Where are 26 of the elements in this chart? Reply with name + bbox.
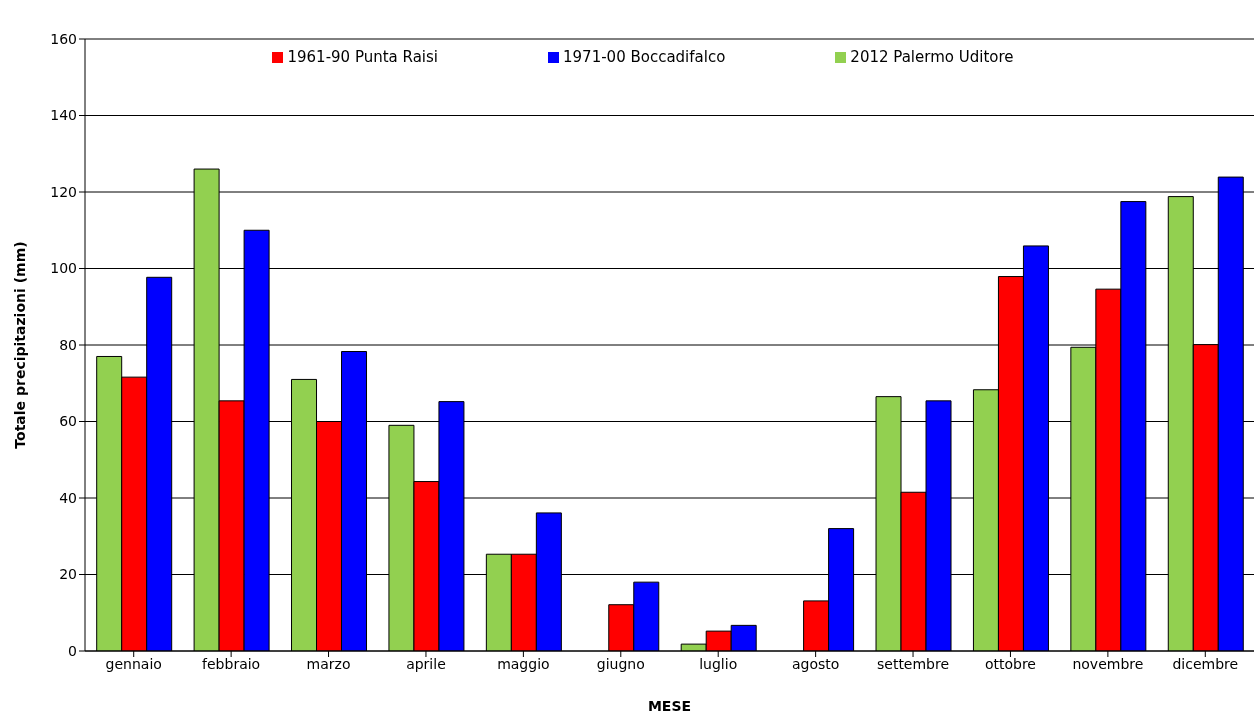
legend-label: 2012 Palermo Uditore	[850, 48, 1014, 66]
x-tick-label: dicembre	[1172, 655, 1239, 672]
x-tick-label: febbraio	[202, 655, 261, 672]
x-tick-label: marzo	[306, 655, 351, 672]
legend-label: 1971-00 Boccadifalco	[563, 48, 726, 66]
y-tick-label: 160	[50, 30, 77, 47]
y-tick-label: 100	[50, 260, 77, 277]
y-tick-label: 120	[50, 183, 77, 200]
y-tick-label: 20	[59, 566, 77, 583]
y-tick-label: 0	[68, 642, 77, 659]
x-tick-label: agosto	[791, 655, 840, 672]
x-tick-label: luglio	[699, 655, 738, 672]
y-tick-label: 80	[59, 336, 77, 353]
y-tick-label: 140	[50, 107, 77, 124]
x-tick-label: giugno	[596, 655, 645, 672]
y-tick-label: 40	[59, 489, 77, 506]
x-axis-title: MESE	[647, 698, 692, 713]
x-tick-label: settembre	[876, 655, 950, 672]
x-tick-label: novembre	[1072, 655, 1144, 672]
x-tick-label: maggio	[497, 655, 550, 672]
legend-label: 1961-90 Punta Raisi	[287, 48, 438, 66]
y-axis-title: Totale precipitazioni (mm)	[11, 241, 28, 449]
x-tick-label: aprile	[406, 655, 446, 672]
y-tick-label: 60	[59, 413, 77, 430]
x-tick-label: gennaio	[105, 655, 162, 672]
x-tick-label: ottobre	[984, 655, 1036, 672]
